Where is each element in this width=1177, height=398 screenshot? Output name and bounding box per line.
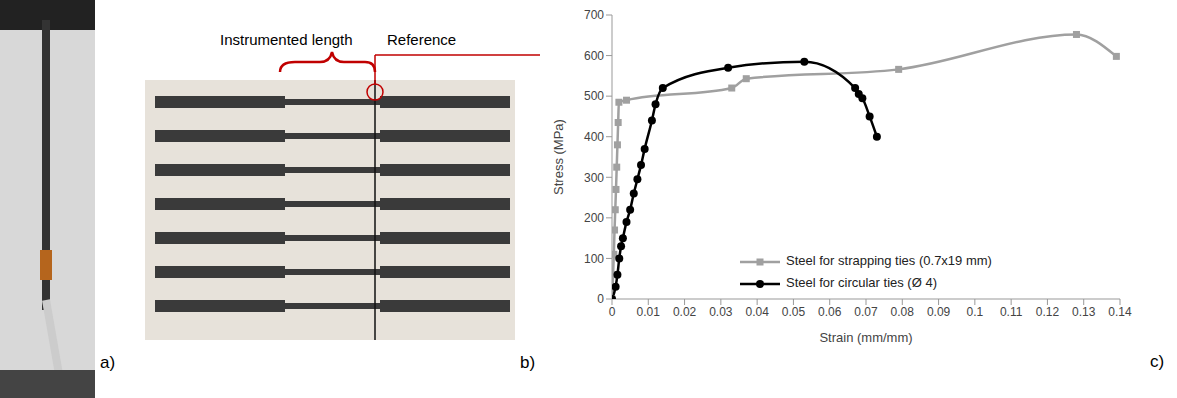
svg-text:0.11: 0.11 <box>1000 305 1023 319</box>
svg-text:b): b) <box>520 353 535 372</box>
svg-text:0.12: 0.12 <box>1036 305 1060 319</box>
svg-text:0.05: 0.05 <box>782 305 806 319</box>
svg-text:0: 0 <box>597 292 604 306</box>
svg-text:a): a) <box>100 353 115 372</box>
svg-text:Instrumented length: Instrumented length <box>220 31 353 48</box>
svg-text:Stress (MPa): Stress (MPa) <box>551 119 566 195</box>
svg-text:0.1: 0.1 <box>967 305 984 319</box>
svg-text:500: 500 <box>584 89 604 103</box>
svg-text:0.07: 0.07 <box>854 305 878 319</box>
svg-text:Reference: Reference <box>387 31 456 48</box>
svg-text:300: 300 <box>584 171 604 185</box>
svg-text:Strain (mm/mm): Strain (mm/mm) <box>819 330 912 345</box>
svg-text:0.03: 0.03 <box>709 305 733 319</box>
svg-text:0.09: 0.09 <box>927 305 951 319</box>
svg-text:600: 600 <box>584 49 604 63</box>
svg-text:400: 400 <box>584 130 604 144</box>
svg-text:0.08: 0.08 <box>891 305 915 319</box>
html-text:Steel for circular ties (Ø 4): Steel for circular ties (Ø 4) <box>786 275 937 290</box>
svg-text:700: 700 <box>584 8 604 22</box>
html-text:Steel for strapping ties (0.7x: Steel for strapping ties (0.7x19 mm) <box>786 253 992 268</box>
svg-text:0.14: 0.14 <box>1108 305 1132 319</box>
svg-text:200: 200 <box>584 211 604 225</box>
svg-text:0.06: 0.06 <box>818 305 842 319</box>
svg-text:0.13: 0.13 <box>1072 305 1096 319</box>
html-text:c): c) <box>1150 352 1165 371</box>
svg-text:0.04: 0.04 <box>745 305 769 319</box>
svg-text:0.02: 0.02 <box>673 305 697 319</box>
svg-text:0.01: 0.01 <box>637 305 661 319</box>
svg-text:100: 100 <box>584 252 604 266</box>
svg-text:0: 0 <box>609 305 616 319</box>
